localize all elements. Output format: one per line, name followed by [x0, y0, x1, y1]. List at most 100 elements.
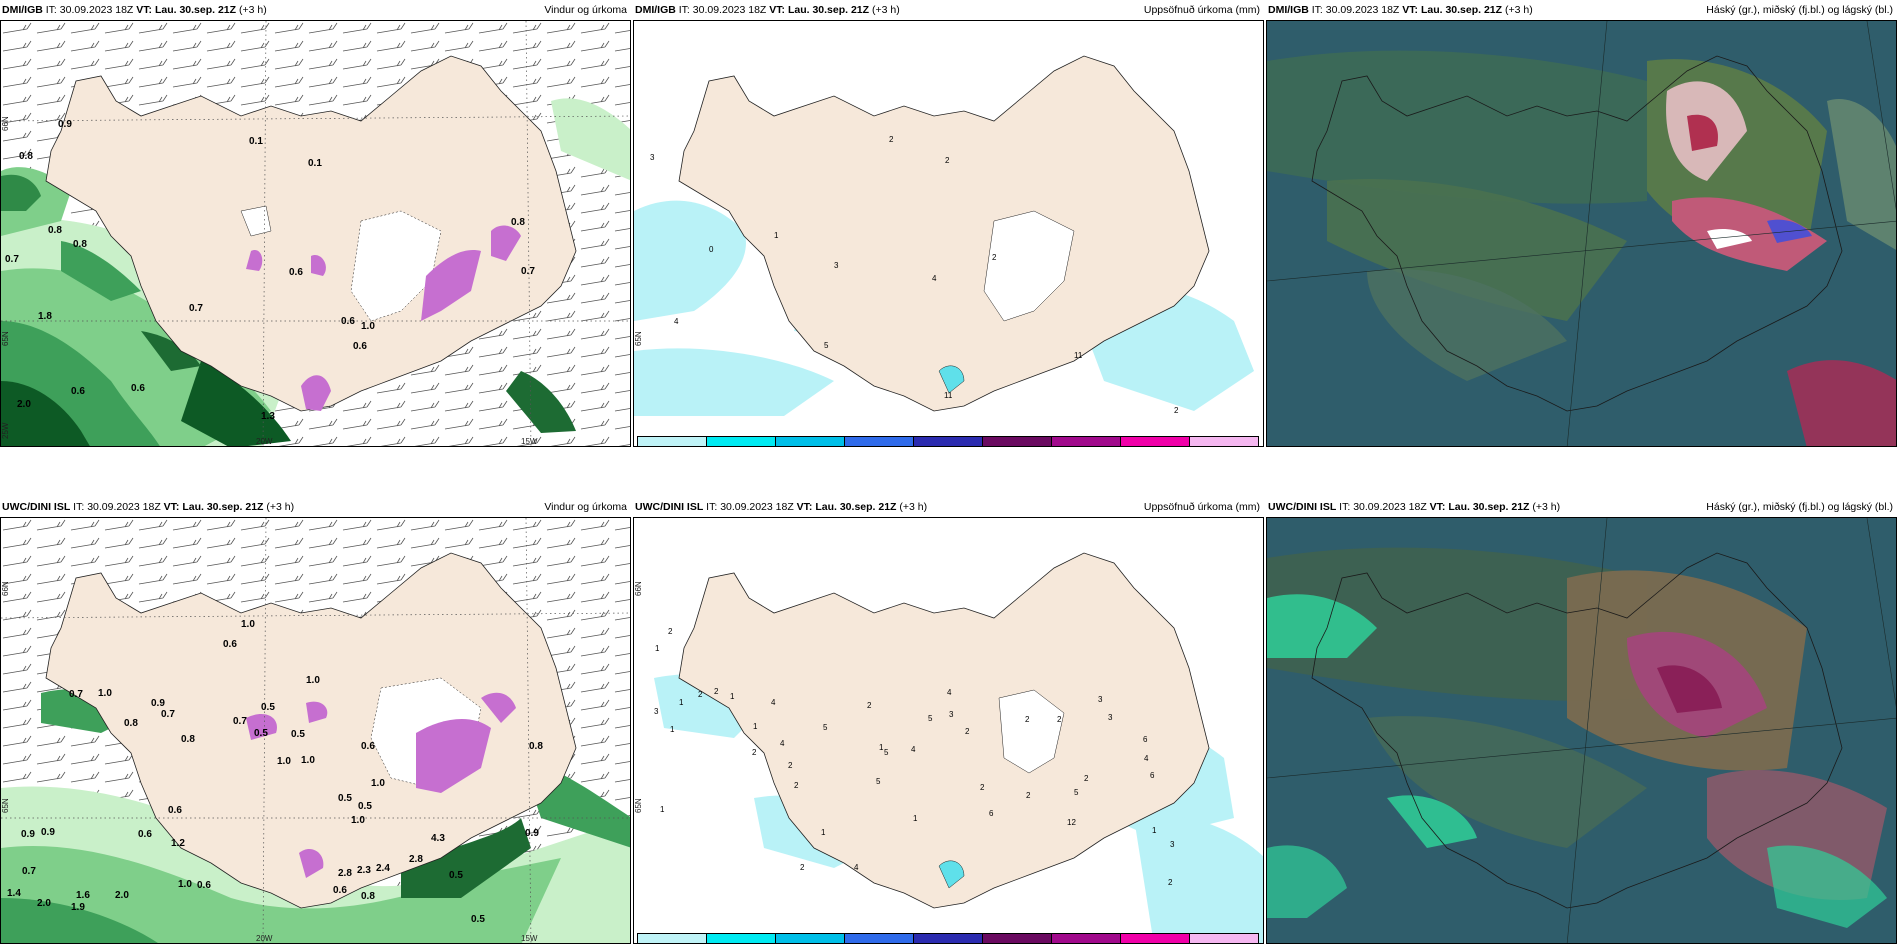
panel-title: Vindur og úrkoma — [544, 4, 627, 16]
precip-value: 0.5 — [291, 729, 305, 740]
precip-value: 0.8 — [529, 741, 543, 752]
panel-header: UWC/DINI ISL IT: 30.09.2023 18Z VT: Lau.… — [1268, 501, 1893, 513]
precip-value: 0.8 — [361, 891, 375, 902]
accum-value: 2 — [945, 156, 950, 165]
accum-value: 4 — [1144, 754, 1149, 763]
map-canvas — [1, 21, 630, 446]
panel-uwc-wind-precip: UWC/DINI ISL IT: 30.09.2023 18Z VT: Lau.… — [0, 497, 631, 944]
accum-value: 2 — [965, 727, 970, 736]
accum-value: 3 — [654, 707, 659, 716]
precip-value: 2.3 — [357, 865, 371, 876]
lon-label: 15W — [521, 437, 538, 446]
accum-value: 4 — [854, 863, 859, 872]
precip-value: 0.6 — [289, 267, 303, 278]
precip-value: 0.6 — [131, 383, 145, 394]
lat-label: 66N — [634, 581, 643, 596]
accum-value: 12 — [1067, 818, 1076, 827]
accum-value: 5 — [928, 714, 933, 723]
accum-value: 2 — [800, 863, 805, 872]
precip-value: 1.0 — [98, 688, 112, 699]
accum-value: 1 — [879, 743, 884, 752]
lat-label: 66N — [1, 581, 10, 596]
colorbar-segment — [638, 934, 707, 943]
lon-label: 20W — [256, 934, 273, 943]
accum-value: 2 — [867, 701, 872, 710]
colorbar-segment — [914, 934, 983, 943]
accum-value: 0 — [709, 245, 714, 254]
colorbar-segment — [1121, 437, 1190, 446]
accum-value: 3 — [1098, 695, 1103, 704]
accum-value: 1 — [655, 644, 660, 653]
accum-value: 4 — [771, 698, 776, 707]
precip-value: 0.7 — [161, 709, 175, 720]
model-name: UWC/DINI ISL — [635, 501, 704, 513]
colorbar-segment — [845, 934, 914, 943]
precip-value: 0.6 — [223, 639, 237, 650]
accum-value: 1 — [679, 698, 684, 707]
colorbar-segment — [1121, 934, 1190, 943]
precip-value: 0.6 — [361, 741, 375, 752]
panel-dmi-wind-precip: DMI/IGB IT: 30.09.2023 18Z VT: Lau. 30.s… — [0, 0, 631, 447]
colorbar — [637, 933, 1259, 943]
precip-value: 0.1 — [249, 136, 263, 147]
model-name: UWC/DINI ISL — [2, 501, 71, 513]
precip-value: 0.6 — [197, 880, 211, 891]
precip-value: 0.6 — [168, 805, 182, 816]
accum-value: 2 — [1026, 791, 1031, 800]
accum-value: 3 — [1170, 840, 1175, 849]
precip-value: 0.7 — [233, 716, 247, 727]
accum-value: 1 — [821, 828, 826, 837]
accum-value: 4 — [911, 745, 916, 754]
accum-value: 4 — [674, 317, 679, 326]
accum-value: 3 — [650, 153, 655, 162]
lat-label: 65N — [1, 798, 10, 813]
precip-value: 0.8 — [19, 151, 33, 162]
accum-value: 2 — [1174, 406, 1179, 415]
panel-uwc-clouds: UWC/DINI ISL IT: 30.09.2023 18Z VT: Lau.… — [1266, 497, 1897, 944]
precip-field — [1, 98, 630, 446]
precip-value: 1.0 — [301, 755, 315, 766]
colorbar-segment — [638, 437, 707, 446]
precip-value: 1.0 — [277, 756, 291, 767]
precip-value: 0.5 — [261, 702, 275, 713]
accum-value: 2 — [698, 690, 703, 699]
precip-value: 0.7 — [22, 866, 36, 877]
precip-value: 2.8 — [409, 854, 423, 865]
colorbar-segment — [1052, 934, 1121, 943]
panel-uwc-accum-precip: UWC/DINI ISL IT: 30.09.2023 18Z VT: Lau.… — [633, 497, 1264, 944]
panel-title: Uppsöfnuð úrkoma (mm) — [1143, 501, 1260, 513]
accum-value: 2 — [788, 761, 793, 770]
accum-value: 6 — [989, 809, 994, 818]
map-frame: 66N 65N 2 1 2 1 3 2 1 4 1 1 4 5 2 4 5 3 … — [633, 517, 1264, 944]
map-frame: 65N 3 2 2 1 0 3 2 4 4 5 11 2 11 1 10 25 … — [633, 20, 1264, 447]
accum-value: 2 — [714, 687, 719, 696]
iceland-land — [678, 552, 1210, 909]
accum-value: 3 — [1108, 713, 1113, 722]
colorbar — [637, 436, 1259, 446]
colorbar-segment — [776, 437, 845, 446]
panel-dmi-accum-precip: DMI/IGB IT: 30.09.2023 18Z VT: Lau. 30.s… — [633, 0, 1264, 447]
precip-value: 1.2 — [171, 838, 185, 849]
precip-value: 0.9 — [41, 827, 55, 838]
precip-value: 1.8 — [38, 311, 52, 322]
accum-value: 1 — [660, 805, 665, 814]
accum-value: 2 — [1084, 774, 1089, 783]
accum-value: 2 — [794, 781, 799, 790]
accum-value: 6 — [1143, 735, 1148, 744]
grid-lines — [1, 518, 630, 943]
iceland-land — [45, 55, 577, 412]
precip-value: 0.9 — [151, 698, 165, 709]
precip-value: 0.8 — [124, 718, 138, 729]
accum-value: 4 — [947, 688, 952, 697]
map-frame — [1266, 517, 1897, 944]
accum-value: 2 — [668, 627, 673, 636]
precip-value: 0.9 — [525, 828, 539, 839]
colorbar-segment — [707, 437, 776, 446]
precip-value: 0.1 — [308, 158, 322, 169]
accum-value: 5 — [823, 723, 828, 732]
precip-value: 0.5 — [471, 914, 485, 925]
cloud-map-canvas — [1267, 518, 1896, 943]
colorbar-segment — [983, 437, 1052, 446]
precip-value: 2.0 — [17, 399, 31, 410]
accum-value: 11 — [1074, 351, 1083, 360]
